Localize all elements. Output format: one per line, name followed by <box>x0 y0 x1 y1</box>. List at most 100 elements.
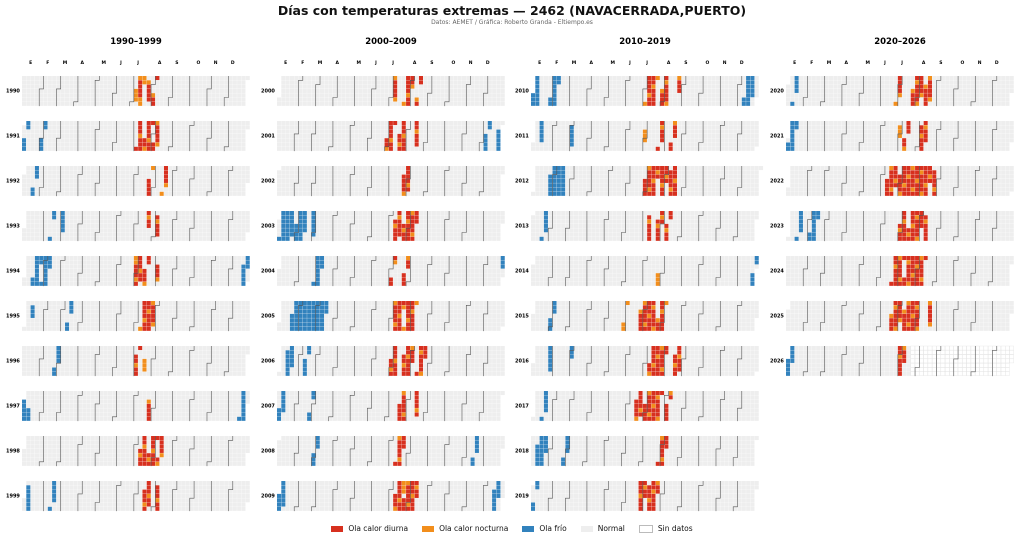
day-cell <box>120 346 125 351</box>
day-cell <box>112 461 117 466</box>
day-cell <box>345 142 350 147</box>
day-cell <box>181 191 186 196</box>
day-cell <box>397 133 402 138</box>
day-cell <box>185 232 190 237</box>
day-cell <box>367 183 372 188</box>
day-cell <box>129 80 134 85</box>
day-cell <box>155 101 160 106</box>
day-cell <box>211 326 216 331</box>
day-cell <box>345 166 350 171</box>
day-cell <box>138 408 143 413</box>
day-cell <box>133 301 138 306</box>
month-separator <box>223 76 229 107</box>
day-cell <box>52 498 57 503</box>
day-cell <box>172 371 177 376</box>
day-cell <box>176 76 181 81</box>
day-cell <box>34 363 39 368</box>
day-cell <box>393 88 398 93</box>
day-cell <box>320 142 325 147</box>
day-cell <box>237 183 242 188</box>
day-cell <box>380 97 385 102</box>
day-cell <box>350 170 355 175</box>
day-cell <box>289 178 294 183</box>
month-separator <box>43 301 49 332</box>
day-cell <box>466 80 471 85</box>
day-cell <box>168 506 173 511</box>
day-cell <box>224 84 229 89</box>
day-cell <box>138 391 143 396</box>
day-cell <box>423 187 428 192</box>
day-cell <box>116 489 121 494</box>
day-cell <box>449 142 454 147</box>
day-cell <box>52 453 57 458</box>
day-cell <box>155 453 160 458</box>
day-cell <box>56 183 61 188</box>
day-cell <box>26 76 31 81</box>
day-cell <box>52 485 57 490</box>
day-cell <box>285 101 290 106</box>
day-cell <box>289 228 294 233</box>
day-cell <box>215 281 220 286</box>
day-cell <box>194 457 199 462</box>
day-cell <box>86 273 91 278</box>
day-cell <box>176 309 181 314</box>
day-cell <box>211 461 216 466</box>
day-cell <box>431 76 436 81</box>
day-cell <box>159 395 164 400</box>
day-cell <box>30 498 35 503</box>
day-cell <box>120 305 125 310</box>
day-cell <box>285 215 290 220</box>
day-cell <box>237 166 242 171</box>
day-cell <box>90 191 95 196</box>
day-cell <box>116 142 121 147</box>
day-cell <box>133 416 138 421</box>
day-cell <box>52 76 57 81</box>
day-cell <box>354 142 359 147</box>
day-cell <box>198 448 203 453</box>
day-cell <box>129 457 134 462</box>
day-cell <box>30 354 35 359</box>
day-cell <box>90 403 95 408</box>
day-cell <box>99 363 104 368</box>
day-cell <box>26 440 31 445</box>
day-cell <box>95 88 100 93</box>
day-cell <box>181 436 186 441</box>
day-cell <box>90 322 95 327</box>
day-cell <box>181 260 186 265</box>
day-cell <box>82 412 87 417</box>
day-cell <box>224 354 229 359</box>
day-cell <box>461 187 467 192</box>
day-cell <box>341 146 346 151</box>
day-cell <box>112 309 117 314</box>
month-separator <box>189 121 195 152</box>
day-cell <box>232 309 237 314</box>
day-cell <box>133 268 138 273</box>
day-cell <box>384 101 389 106</box>
day-cell <box>69 436 74 441</box>
day-cell <box>483 138 488 143</box>
day-cell <box>95 76 100 81</box>
day-cell <box>155 391 160 396</box>
day-cell <box>142 322 147 327</box>
day-cell <box>43 191 48 196</box>
day-cell <box>483 101 488 106</box>
day-cell <box>39 133 44 138</box>
day-cell <box>56 178 61 183</box>
day-cell <box>30 228 35 233</box>
day-cell <box>43 354 48 359</box>
day-cell <box>496 146 501 151</box>
day-cell <box>39 211 44 216</box>
day-cell <box>34 260 39 265</box>
day-cell <box>384 146 389 151</box>
day-cell <box>500 166 505 171</box>
day-cell <box>52 506 57 511</box>
day-cell <box>198 183 203 188</box>
day-cell <box>219 498 224 503</box>
day-cell <box>431 170 436 175</box>
day-cell <box>224 301 229 306</box>
day-cell <box>163 448 169 453</box>
day-cell <box>82 101 87 106</box>
day-cell <box>198 129 203 134</box>
day-cell <box>224 453 229 458</box>
day-cell <box>39 493 44 498</box>
